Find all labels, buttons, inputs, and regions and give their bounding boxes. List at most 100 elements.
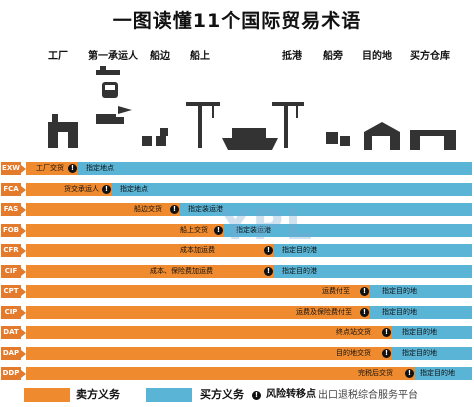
term-code: DAT <box>1 326 21 339</box>
seller-obligation-bar <box>26 367 415 380</box>
seller-term-label: 运费及保险费付至 <box>296 307 352 316</box>
term-code: DDP <box>1 367 21 380</box>
seller-obligation-bar <box>26 346 392 360</box>
seller-term-label: 完税后交货 <box>358 369 393 377</box>
buyer-obligation-bar <box>78 162 472 175</box>
term-code: CFR <box>1 244 21 257</box>
term-row-fca: FCA 货交承运人! 指定地点 <box>0 182 474 196</box>
buyer-term-label: 指定地点 <box>86 164 114 172</box>
term-code-arrow <box>21 329 26 337</box>
legend-seller-swatch <box>24 388 70 402</box>
legend-risk-label: 风险转移点 <box>266 389 316 400</box>
seller-obligation-bar <box>26 162 78 175</box>
term-code: CPT <box>1 285 21 298</box>
cargo-boxes-icon <box>142 128 168 146</box>
term-code-arrow <box>21 206 26 214</box>
buyer-term-label: 指定目的地 <box>402 348 437 357</box>
term-code: CIP <box>1 305 21 319</box>
term-row-cip: CIP 运费及保险费付至! 指定目的地 <box>0 305 474 319</box>
buyer-term-label: 指定装运港 <box>236 225 271 234</box>
term-code-arrow <box>21 370 26 378</box>
term-code: FOB <box>1 223 21 237</box>
buyer-obligation-bar <box>274 264 472 278</box>
cargo-boxes-icon-2 <box>326 132 350 146</box>
legend-buyer-label: 买方义务 <box>200 388 244 401</box>
seller-term-label: 成本、保险费加运费 <box>150 266 213 275</box>
term-code-arrow <box>21 349 26 358</box>
buyer-warehouse-icon <box>410 130 456 150</box>
term-code-arrow <box>21 247 26 255</box>
crane-icon <box>186 102 220 148</box>
logistics-icons <box>48 66 456 150</box>
seller-term-label: 工厂交货 <box>36 164 64 172</box>
seller-obligation-bar <box>26 182 112 196</box>
location-destination: 目的地 <box>362 51 392 62</box>
buyer-term-label: 指定目的地 <box>382 307 417 316</box>
risk-transfer-icon: ! <box>264 246 273 255</box>
buyer-obligation-bar <box>274 244 472 257</box>
term-row-fob: FOB 船上交货! 指定装运港 <box>0 223 474 237</box>
location-on-board: 船上 <box>190 51 210 62</box>
risk-transfer-icon: ! <box>68 164 77 173</box>
crane-icon-2 <box>272 102 304 148</box>
seller-term-label: 运费付至 <box>322 287 350 295</box>
seller-obligation-bar <box>26 264 274 278</box>
buyer-term-label: 指定目的港 <box>282 246 317 254</box>
term-code-arrow <box>21 185 26 194</box>
buyer-term-label: 指定地点 <box>120 184 148 193</box>
page-title: 一图读懂11个国际贸易术语 <box>112 10 362 32</box>
truck-icon <box>96 114 124 124</box>
watermark: YPL <box>220 200 314 249</box>
term-code-arrow <box>21 226 26 235</box>
seller-term-label: 目的地交货 <box>336 348 371 357</box>
seller-obligation-bar <box>26 203 180 216</box>
location-buyer-warehouse: 买方仓库 <box>410 51 450 62</box>
term-code-arrow <box>21 267 26 276</box>
buyer-obligation-bar <box>112 182 472 196</box>
seller-term-label: 终点站交货 <box>336 328 371 336</box>
train-icon <box>102 82 118 98</box>
term-row-fas: FAS 船边交货! 指定装运港 <box>0 203 474 216</box>
location-alongside-dest: 船旁 <box>323 51 343 62</box>
term-code: EXW <box>1 162 21 175</box>
location-factory: 工厂 <box>48 51 68 62</box>
buyer-obligation-bar <box>370 285 472 298</box>
term-code: FAS <box>1 203 21 216</box>
risk-transfer-icon: ! <box>360 287 369 296</box>
seller-obligation-bar <box>26 223 224 237</box>
seller-obligation-bar <box>26 285 370 298</box>
buyer-obligation-bar <box>415 367 472 380</box>
risk-transfer-icon: ! <box>252 391 261 400</box>
buyer-term-label: 指定装运港 <box>188 205 223 213</box>
legend-seller-label: 卖方义务 <box>76 388 120 401</box>
term-code-arrow <box>21 288 26 296</box>
buyer-term-label: 指定目的地 <box>402 328 437 336</box>
buyer-obligation-bar <box>224 223 472 237</box>
location-alongside-ship: 船边 <box>150 51 170 62</box>
warehouse-icon <box>364 122 400 150</box>
source-credit: 出口退税综合服务平台 <box>318 390 418 401</box>
container-ship-icon <box>222 128 278 150</box>
risk-transfer-icon: ! <box>360 307 369 317</box>
buyer-obligation-bar <box>392 326 472 339</box>
term-code: CIF <box>1 264 21 278</box>
plane-icon <box>118 106 132 114</box>
term-row-ddp: DDP 完税后交货! 指定目的地 <box>0 367 474 380</box>
factory-icon <box>48 114 78 148</box>
term-code-arrow <box>21 308 26 317</box>
risk-transfer-icon: ! <box>264 266 273 276</box>
risk-transfer-icon: ! <box>382 348 391 358</box>
location-port-arrival: 抵港 <box>282 51 302 62</box>
term-row-cif: CIF 成本、保险费加运费! 指定目的港 <box>0 264 474 278</box>
seller-obligation-bar <box>26 326 392 339</box>
term-row-cfr: CFR 成本加运费! 指定目的港 <box>0 244 474 257</box>
term-row-cpt: CPT 运费付至! 指定目的地 <box>0 285 474 298</box>
term-code: DAP <box>1 346 21 360</box>
term-code: FCA <box>1 182 21 196</box>
buyer-term-label: 指定目的港 <box>282 266 317 275</box>
term-row-dap: DAP 目的地交货! 指定目的地 <box>0 346 474 360</box>
buyer-term-label: 指定目的地 <box>382 287 417 295</box>
seller-term-label: 货交承运人 <box>64 184 99 193</box>
seller-term-label: 成本加运费 <box>180 246 215 254</box>
term-row-exw: EXW 工厂交货! 指定地点 <box>0 162 474 175</box>
